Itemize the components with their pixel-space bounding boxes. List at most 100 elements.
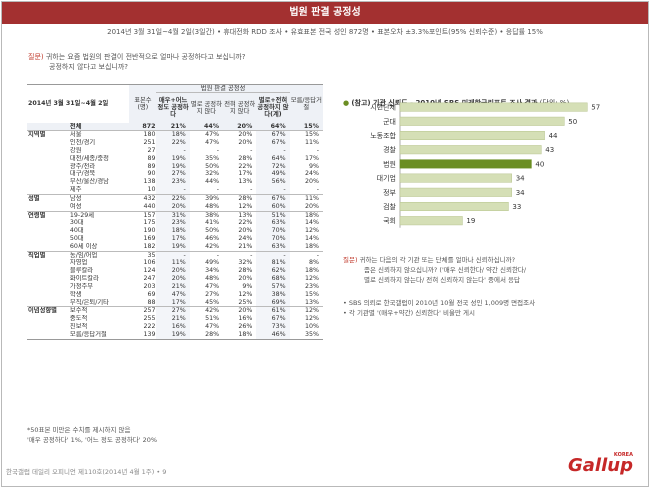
row-value: 15% [305, 131, 319, 139]
table-row-total: 전체 872 21% 44% 20% 64% 15% [27, 122, 323, 131]
row-value: 47% [205, 139, 220, 147]
table-row: 중도적 255 21% 51% 16% 67% 12% [27, 315, 323, 324]
row-label: 대구/경북 [69, 170, 96, 178]
row-value: - [156, 146, 190, 155]
row-value: 17% [156, 235, 190, 243]
row-value: 49% [256, 170, 290, 179]
table-row: 대구/경북 90 27% 32% 17% 49% 24% [27, 170, 323, 179]
row-value: 20% [156, 202, 190, 212]
row-value: 17% [156, 298, 190, 307]
chart-question-l3: 별로 신뢰하지 않는다/ 전혀 신뢰하지 않는다' 중에서 응답 [364, 276, 520, 284]
row-n: 247 [143, 275, 156, 283]
logo-sup: KOREA [613, 452, 633, 458]
row-value: 28% [238, 154, 253, 162]
row-value: 34% [205, 267, 220, 275]
row-value: 20% [238, 139, 253, 147]
row-value: 19% [156, 154, 190, 163]
data-label: 40 [535, 160, 544, 168]
row-value: 21% [156, 122, 190, 131]
row-value: 44% [205, 178, 220, 186]
bar [399, 131, 545, 140]
category-label: 노동조합 [370, 131, 396, 140]
trust-chart: 시민단체 57 군대 50 노동조합 44 경찰 43 법원 40 대기업 34 정부 34 검찰 33 국회 1… [370, 100, 600, 228]
note-2: '매우 공정하다' 1%, '어느 정도 공정하다' 20% [27, 436, 158, 444]
row-value: 12% [305, 315, 319, 323]
note-1: *50표본 미만은 수치를 제시하지 않음 [27, 426, 131, 434]
row-label: 모름/응답거절 [69, 330, 107, 338]
row-value: - [250, 251, 253, 259]
row-label: 제주 [69, 186, 82, 194]
data-label: 44 [549, 132, 558, 140]
data-label: 50 [568, 118, 577, 126]
row-value: 20% [238, 227, 253, 235]
table-row: 대전/세종/충청 89 19% 35% 28% 64% 17% [27, 154, 323, 163]
row-value: 20% [238, 275, 253, 283]
group-label: 연령별 [28, 211, 46, 219]
row-value: 62% [256, 267, 290, 276]
row-label: 무직/은퇴/기타 [69, 298, 109, 306]
chart-question: 질문) 귀하는 다음의 각 기관 또는 단체를 얼마나 신뢰하십니까? 좀은 신… [343, 255, 526, 285]
row-value: 23% [156, 219, 190, 228]
row-value: 27% [156, 306, 190, 316]
data-label: 57 [591, 104, 600, 112]
row-label: 40대 [69, 227, 84, 235]
question-line1: 귀하는 요즘 법원의 판결이 전반적으로 얼마나 공정하다고 보십니까? [43, 53, 246, 61]
footer: 한국갤럽 데일리 오피니언 제110호(2014년 4월 1주) • 9 [6, 468, 167, 476]
row-n: 432 [143, 194, 156, 202]
row-n: 90 [147, 170, 156, 178]
row-value: - [216, 146, 220, 154]
row-n: 257 [143, 307, 156, 315]
category-label: 검찰 [383, 202, 396, 211]
row-value: 26% [238, 323, 253, 331]
row-value: - [316, 251, 319, 259]
row-value: 32% [205, 170, 220, 178]
row-value: 23% [305, 283, 319, 291]
row-n: 157 [143, 211, 156, 219]
row-value: 10% [305, 323, 319, 331]
row-value: - [156, 186, 190, 195]
row-value: 20% [223, 122, 257, 131]
row-value: - [250, 146, 253, 154]
row-value: 18% [156, 130, 190, 140]
row-value: 63% [256, 219, 290, 228]
row-value: 24% [238, 235, 253, 243]
row-value: - [256, 186, 290, 195]
table-row: 강원 27- - - - - [27, 146, 323, 155]
row-value: 28% [205, 330, 220, 338]
bar [399, 145, 542, 155]
row-label: 여성 [69, 202, 82, 210]
chart-question-prefix: 질문) [343, 256, 358, 264]
col-4: 별로+전혀 공정하지 않다(계) [256, 92, 290, 123]
data-label: 43 [545, 146, 554, 154]
row-value: 56% [256, 178, 290, 187]
row-label: 인천/경기 [69, 139, 96, 147]
row-value: - [316, 146, 319, 154]
row-value: 20% [305, 202, 319, 210]
row-n: 180 [143, 131, 156, 139]
row-value: 47% [205, 131, 220, 139]
bar [399, 187, 512, 197]
table-body: 전체 872 21% 44% 20% 64% 15% 지역별 서울 180 18% 47… [27, 122, 323, 340]
row-label: 광주/전라 [69, 162, 96, 170]
table-row: 직업별 농/임/어업 35- - - - - [27, 251, 323, 260]
result-table: 2014년 3월 31일~4월 2일 표본수(명) 법원 판결 공정성 모름/응… [27, 84, 323, 340]
data-label: 19 [466, 217, 475, 225]
table-row: 60세 이상 182 19% 42% 21% 63% 18% [27, 242, 323, 252]
bar [399, 216, 463, 226]
table-corner: 2014년 3월 31일~4월 2일 [27, 84, 130, 123]
row-label: 보수적 [69, 307, 88, 315]
bar [399, 116, 565, 126]
row-n: 27 [147, 146, 156, 154]
gallup-logo: KOREA Gallup [568, 452, 633, 476]
row-value: 9% [309, 162, 319, 170]
row-value: 50% [205, 162, 220, 170]
row-value: 38% [256, 290, 290, 299]
row-n: 69 [147, 290, 156, 298]
row-value: 22% [156, 139, 190, 147]
row-value: 72% [256, 162, 290, 171]
data-label: 34 [516, 189, 525, 197]
category-label: 군대 [383, 118, 396, 126]
row-value: 12% [305, 275, 319, 283]
row-n: 89 [147, 162, 156, 170]
